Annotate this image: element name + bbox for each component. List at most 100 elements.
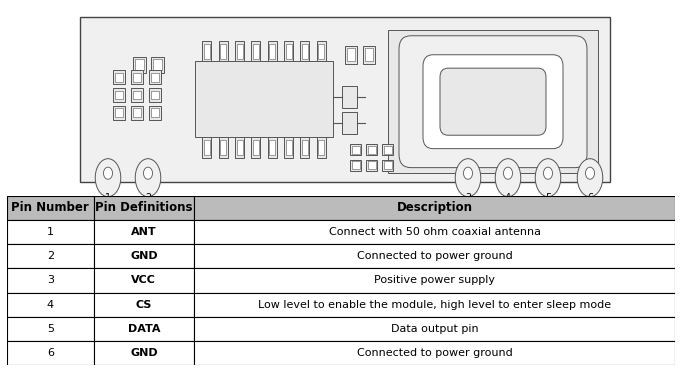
Bar bbox=[93, 196, 194, 220]
Bar bbox=[237, 44, 243, 59]
Bar bbox=[219, 138, 228, 158]
Bar bbox=[115, 73, 123, 82]
Bar bbox=[149, 88, 161, 102]
Bar bbox=[131, 88, 143, 102]
Bar bbox=[194, 220, 675, 244]
Bar bbox=[151, 108, 159, 117]
Bar bbox=[7, 196, 93, 220]
Text: 4: 4 bbox=[505, 193, 511, 203]
Text: CS: CS bbox=[136, 300, 152, 310]
Text: Connected to power ground: Connected to power ground bbox=[357, 251, 512, 261]
Bar bbox=[203, 138, 211, 158]
Bar bbox=[194, 293, 675, 317]
Bar bbox=[253, 44, 259, 59]
Text: 1: 1 bbox=[105, 193, 111, 203]
Bar bbox=[366, 144, 377, 155]
Bar bbox=[7, 244, 93, 268]
Bar bbox=[252, 138, 261, 158]
Bar bbox=[194, 317, 675, 341]
Bar bbox=[115, 90, 123, 100]
Bar bbox=[204, 44, 210, 59]
Bar bbox=[363, 46, 375, 64]
Text: Data output pin: Data output pin bbox=[391, 324, 478, 334]
Bar bbox=[153, 59, 162, 70]
Text: 2: 2 bbox=[46, 251, 54, 261]
Bar bbox=[318, 140, 324, 155]
Bar bbox=[368, 162, 376, 169]
Text: 6: 6 bbox=[587, 193, 593, 203]
Bar bbox=[151, 57, 164, 73]
Bar bbox=[113, 106, 125, 120]
Bar bbox=[365, 48, 373, 62]
Text: 3: 3 bbox=[47, 275, 54, 286]
FancyBboxPatch shape bbox=[399, 36, 587, 168]
Text: 2: 2 bbox=[145, 193, 151, 203]
Ellipse shape bbox=[143, 167, 153, 179]
Bar bbox=[318, 44, 324, 59]
Bar bbox=[302, 44, 308, 59]
Text: Pin Definitions: Pin Definitions bbox=[95, 201, 192, 214]
Bar bbox=[252, 41, 261, 62]
Bar bbox=[133, 57, 146, 73]
Bar bbox=[194, 196, 675, 220]
Bar bbox=[194, 268, 675, 293]
Ellipse shape bbox=[464, 167, 473, 179]
Bar bbox=[93, 317, 194, 341]
Ellipse shape bbox=[544, 167, 552, 179]
Text: Description: Description bbox=[396, 201, 473, 214]
Bar bbox=[149, 106, 161, 120]
Bar bbox=[300, 138, 310, 158]
Bar bbox=[267, 138, 277, 158]
Text: Connect with 50 ohm coaxial antenna: Connect with 50 ohm coaxial antenna bbox=[329, 227, 541, 237]
Bar bbox=[7, 293, 93, 317]
Bar bbox=[204, 140, 210, 155]
Bar bbox=[7, 268, 93, 293]
Bar bbox=[342, 86, 357, 108]
Text: Positive power supply: Positive power supply bbox=[374, 275, 495, 286]
Text: 4: 4 bbox=[46, 300, 54, 310]
Bar bbox=[7, 220, 93, 244]
Ellipse shape bbox=[586, 167, 595, 179]
Ellipse shape bbox=[535, 159, 561, 197]
Bar bbox=[342, 112, 357, 134]
Ellipse shape bbox=[503, 167, 512, 179]
Ellipse shape bbox=[104, 167, 113, 179]
Bar bbox=[133, 108, 141, 117]
Bar bbox=[286, 44, 291, 59]
Bar bbox=[345, 46, 357, 64]
Text: Low level to enable the module, high level to enter sleep mode: Low level to enable the module, high lev… bbox=[258, 300, 611, 310]
Bar bbox=[7, 317, 93, 341]
Text: 6: 6 bbox=[47, 348, 54, 358]
Bar bbox=[151, 90, 159, 100]
Ellipse shape bbox=[456, 159, 481, 197]
Bar bbox=[194, 341, 675, 365]
Bar bbox=[300, 41, 310, 62]
Bar bbox=[149, 70, 161, 84]
Bar bbox=[316, 138, 326, 158]
Text: Connected to power ground: Connected to power ground bbox=[357, 348, 512, 358]
Bar bbox=[7, 341, 93, 365]
Bar bbox=[382, 160, 393, 171]
Bar bbox=[316, 41, 326, 62]
Bar bbox=[235, 138, 244, 158]
Text: Pin Number: Pin Number bbox=[12, 201, 89, 214]
Bar bbox=[366, 160, 377, 171]
Bar bbox=[347, 48, 355, 62]
Ellipse shape bbox=[95, 159, 121, 197]
Bar bbox=[133, 90, 141, 100]
Bar bbox=[351, 162, 359, 169]
Bar bbox=[80, 17, 610, 182]
Text: VCC: VCC bbox=[132, 275, 156, 286]
Text: ANT: ANT bbox=[131, 227, 157, 237]
Bar bbox=[93, 220, 194, 244]
Bar bbox=[284, 138, 293, 158]
Bar bbox=[203, 41, 211, 62]
Bar bbox=[115, 108, 123, 117]
Bar bbox=[350, 160, 361, 171]
Text: 5: 5 bbox=[47, 324, 54, 334]
Text: 3: 3 bbox=[465, 193, 471, 203]
Bar bbox=[135, 59, 144, 70]
Bar bbox=[133, 73, 141, 82]
Bar bbox=[93, 244, 194, 268]
Bar bbox=[194, 244, 675, 268]
